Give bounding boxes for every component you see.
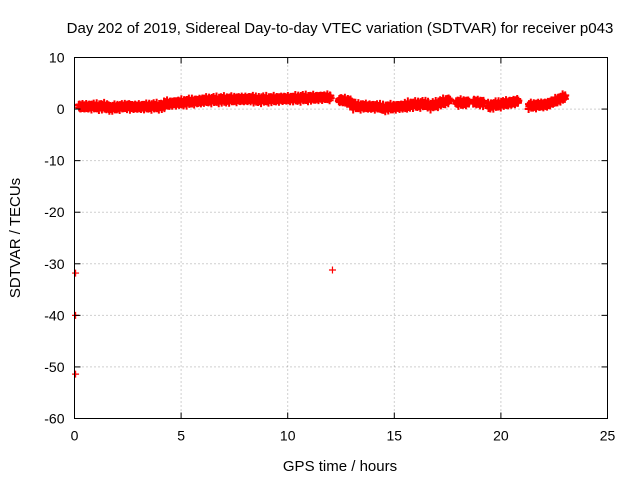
x-axis-label: GPS time / hours [283, 458, 397, 475]
plot-frame [74, 57, 608, 419]
chart-title: Day 202 of 2019, Sidereal Day-to-day VTE… [67, 20, 614, 37]
x-tick-label: 10 [280, 428, 296, 444]
outlier-point-edge [72, 269, 80, 277]
grid-layer [74, 57, 608, 419]
data-point [514, 96, 523, 105]
y-tick-label: -60 [44, 411, 64, 427]
y-tick-label: 0 [57, 101, 65, 117]
outlier-point [328, 266, 336, 274]
outlier-point-edge [72, 370, 80, 378]
x-tick-label: 0 [71, 428, 79, 444]
x-tick-label: 15 [387, 428, 403, 444]
data-point [326, 94, 335, 103]
y-tick-label: -50 [44, 359, 64, 375]
data-point [446, 95, 455, 104]
y-tick-label: 10 [49, 50, 65, 66]
x-tick-label: 5 [177, 428, 185, 444]
x-tick-label: 25 [600, 428, 616, 444]
x-tick-label: 20 [493, 428, 509, 444]
y-tick-label: -10 [44, 153, 64, 169]
data-layer [72, 90, 570, 378]
y-axis-label: SDTVAR / TECUs [7, 178, 24, 298]
data-point [561, 91, 570, 100]
y-tick-label: -30 [44, 256, 64, 272]
y-tick-label: -40 [44, 307, 64, 323]
y-tick-label: -20 [44, 204, 64, 220]
tick-layer: 0 5 10 15 20 25 -60 -50 -40 -30 -20 -10 0 10 [44, 50, 615, 444]
